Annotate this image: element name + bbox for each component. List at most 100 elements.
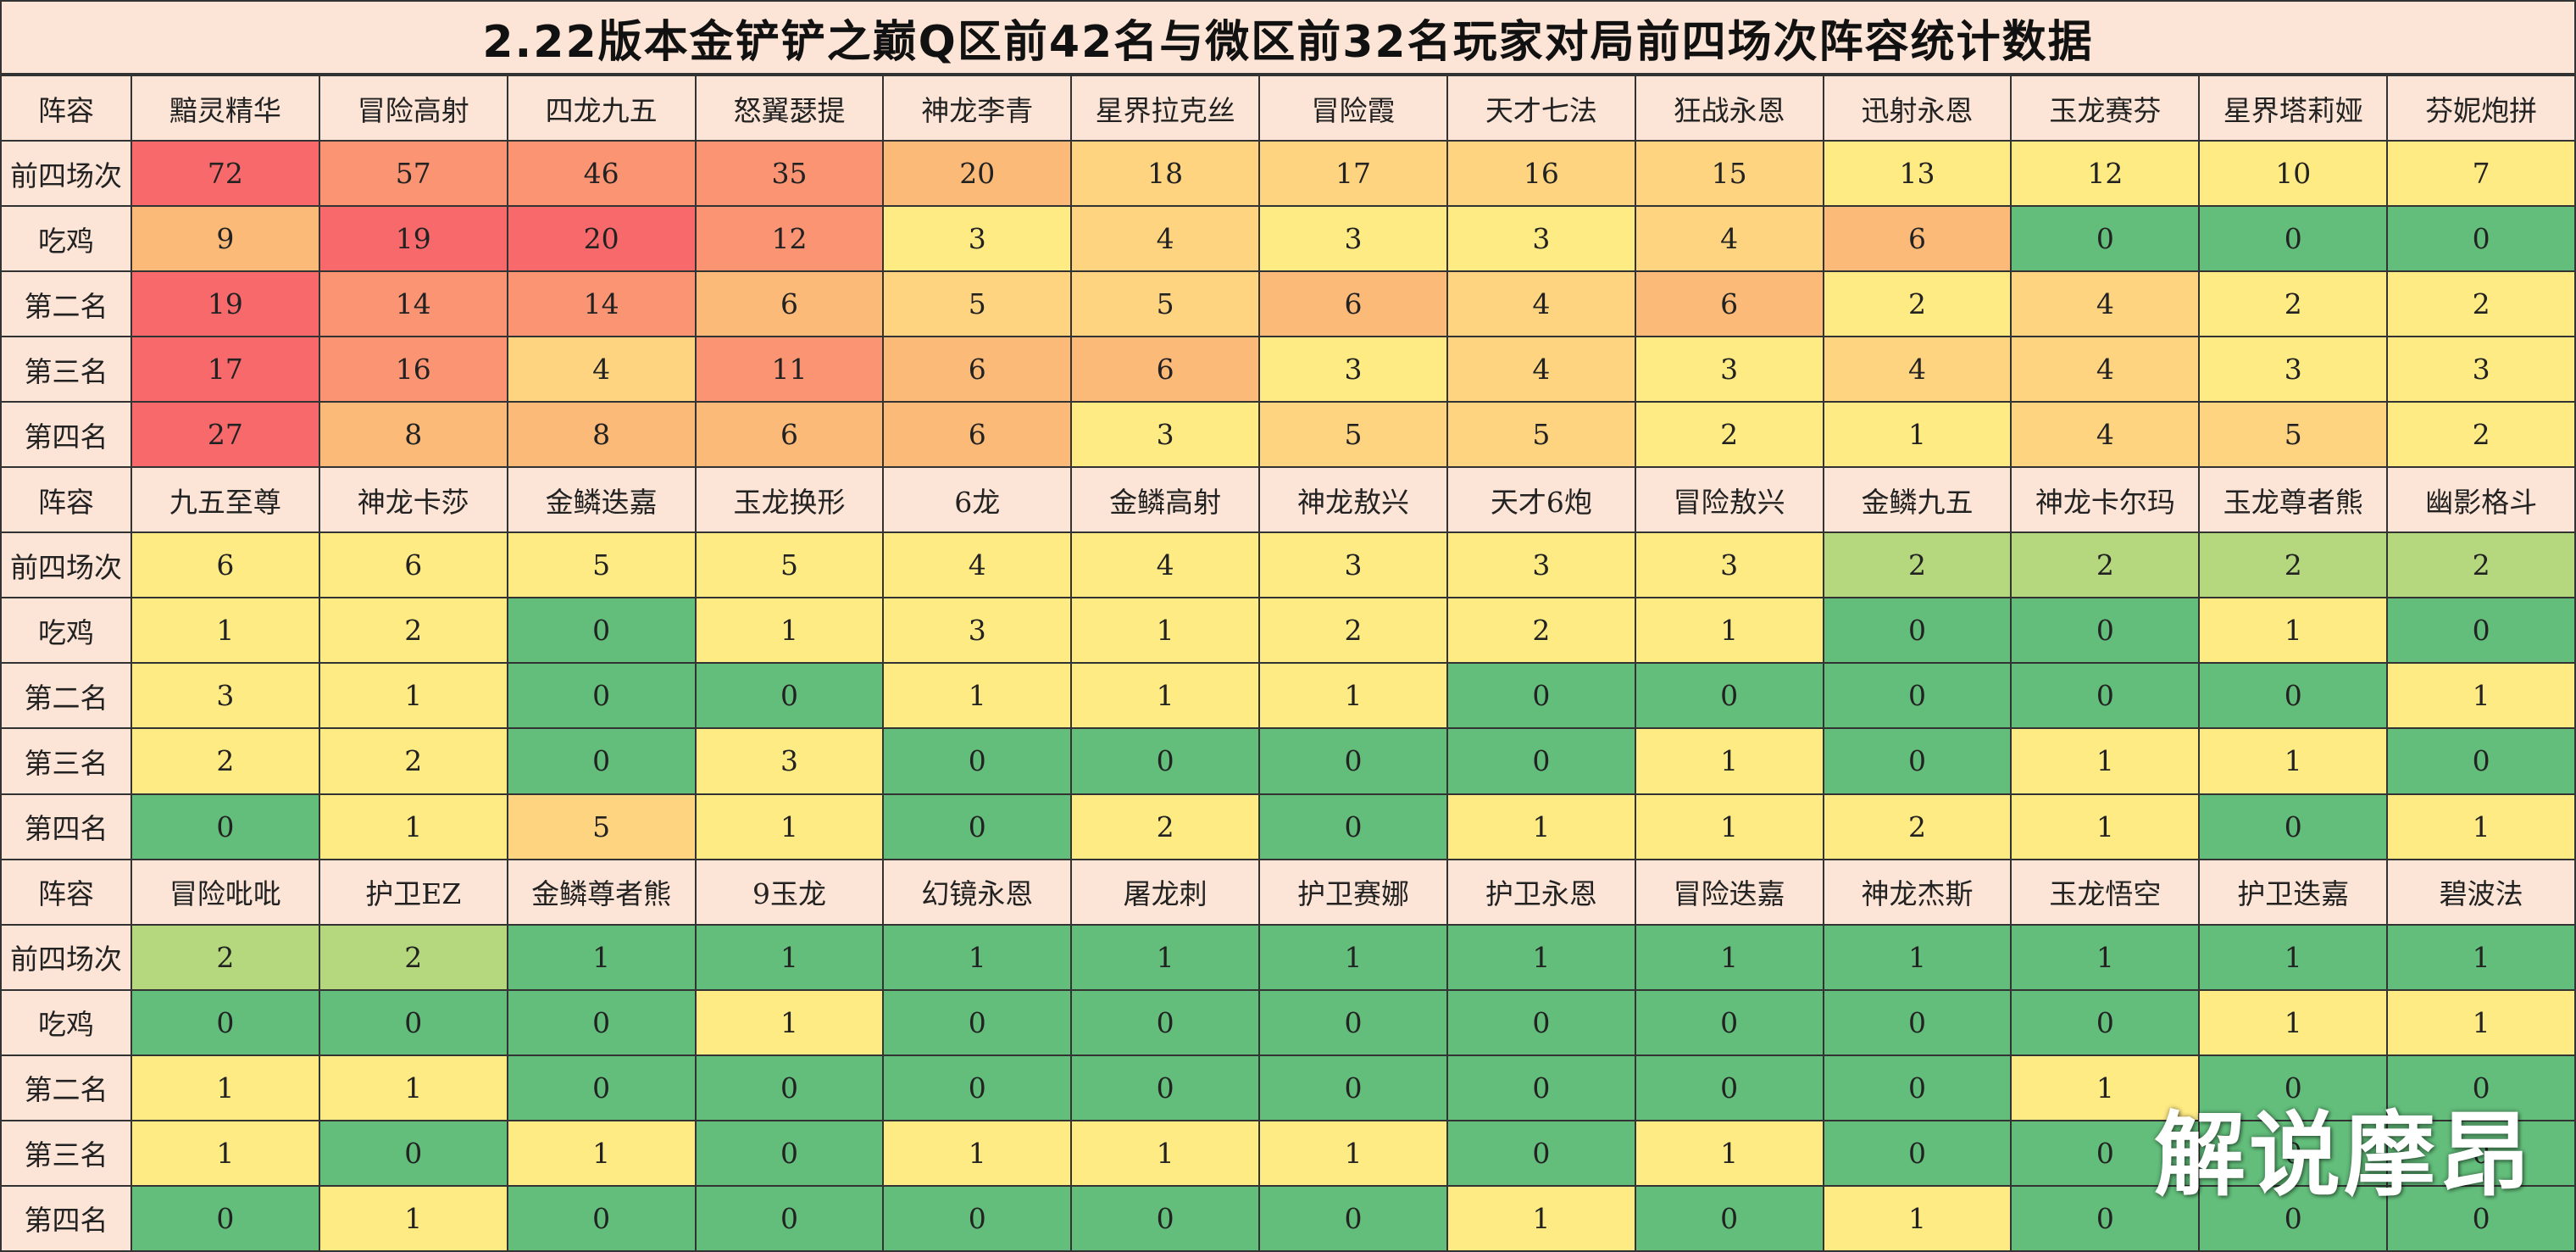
stat-cell: 20 [882,140,1073,208]
stat-cell: 0 [1070,1184,1261,1252]
stat-cell: 1 [2198,597,2389,665]
stat-cell: 3 [694,727,885,795]
stat-cell: 1 [694,923,885,991]
stat-cell: 6 [882,401,1073,469]
stat-cell: 1 [882,662,1073,730]
stat-cell: 0 [694,1119,885,1187]
stat-cell: 7 [2386,140,2576,208]
stat-cell: 0 [506,662,697,730]
row-label: 前四场次 [0,531,132,599]
stat-cell: 1 [2010,1054,2201,1121]
stat-cell: 0 [318,988,508,1056]
stat-row: 前四场次 72 57 46 35 20 18 17 16 15 13 12 10 7 [0,140,2576,208]
stat-cell: 2 [318,597,508,665]
stat-cell: 6 [1822,205,2012,273]
lineup-name-cell: 屠龙刺 [1070,858,1261,926]
lineup-name-cell: 四龙九五 [506,74,697,142]
stat-cell: 0 [694,662,885,730]
stat-cell: 2 [130,727,320,795]
lineup-name-row: 阵容 黯灵精华 冒险高射 四龙九五 怒翼瑟提 神龙李青 星界拉克丝 冒险霞 天才七法 狂战永恩 迅射… [0,74,2576,142]
lineup-name-cell: 金鳞高射 [1070,466,1261,534]
stat-cell: 17 [130,336,320,403]
row-label: 第三名 [0,1119,132,1187]
lineup-name-cell: 狂战永恩 [1634,74,1824,142]
stat-cell: 2 [1258,597,1448,665]
stat-cell: 0 [2198,662,2389,730]
stat-cell: 2 [2386,270,2576,338]
stat-cell: 1 [1258,923,1448,991]
stat-cell: 3 [1070,401,1261,469]
lineup-name-row: 阵容 九五至尊 神龙卡莎 金鳞迭嘉 玉龙换形 6龙 金鳞高射 神龙敖兴 天才6炮 冒险敖兴 金鳞九五… [0,466,2576,534]
stat-cell: 2 [2386,401,2576,469]
stat-cell: 0 [2010,597,2201,665]
stat-cell: 12 [694,205,885,273]
stat-cell: 5 [1446,401,1636,469]
lineup-name-cell: 天才七法 [1446,74,1636,142]
stat-cell: 8 [318,401,508,469]
stat-cell: 6 [694,401,885,469]
lineup-name-cell: 天才6炮 [1446,466,1636,534]
stat-cell: 1 [882,923,1073,991]
lineup-name-cell: 冒险霞 [1258,74,1448,142]
lineup-name-cell: 冒险敖兴 [1634,466,1824,534]
stat-cell: 0 [1070,988,1261,1056]
stat-cell: 4 [1634,205,1824,273]
row-label: 吃鸡 [0,205,132,273]
lineup-name-cell: 护卫EZ [318,858,508,926]
stat-row: 第三名 17 16 4 11 6 6 3 4 3 4 4 3 3 [0,336,2576,403]
stat-cell: 2 [1822,531,2012,599]
stat-cell: 6 [130,531,320,599]
stat-cell: 0 [882,1184,1073,1252]
stat-cell: 3 [1258,205,1448,273]
stat-row: 吃鸡 9 19 20 12 3 4 3 3 4 6 0 0 0 [0,205,2576,273]
stat-cell: 0 [2198,1054,2389,1121]
stat-cell: 3 [2198,336,2389,403]
stat-cell: 0 [1446,662,1636,730]
stat-row: 第二名 19 14 14 6 5 5 6 4 6 2 4 2 2 [0,270,2576,338]
stat-cell: 2 [2198,531,2389,599]
stat-row: 第四名 0 1 5 1 0 2 0 1 1 2 1 0 1 [0,793,2576,860]
stat-cell: 1 [1822,923,2012,991]
lineup-stats-table: 阵容 黯灵精华 冒险高射 四龙九五 怒翼瑟提 神龙李青 星界拉克丝 冒险霞 天才七法 狂战永恩 迅射… [0,74,2576,1252]
stat-row: 第二名 1 1 0 0 0 0 0 0 0 0 1 0 0 [0,1054,2576,1121]
stat-cell: 3 [1446,205,1636,273]
row-label: 阵容 [0,466,132,534]
stat-cell: 1 [318,793,508,860]
stat-cell: 1 [694,597,885,665]
page-title: 2.22版本金铲铲之巅Q区前42名与微区前32名玩家对局前四场次阵容统计数据 [0,0,2576,75]
stat-cell: 5 [2198,401,2389,469]
stat-cell: 2 [318,727,508,795]
row-label: 第二名 [0,1054,132,1121]
stat-cell: 5 [506,531,697,599]
stat-cell: 3 [1258,336,1448,403]
stat-cell: 14 [318,270,508,338]
stat-cell: 14 [506,270,697,338]
stat-cell: 0 [2198,793,2389,860]
row-label: 第二名 [0,270,132,338]
stat-cell: 0 [2198,1119,2389,1187]
stat-cell: 0 [2386,1054,2576,1121]
stat-cell: 0 [318,1119,508,1187]
stat-cell: 72 [130,140,320,208]
stat-cell: 0 [1258,1054,1448,1121]
stat-cell: 1 [2386,988,2576,1056]
stat-cell: 1 [2198,988,2389,1056]
stat-cell: 2 [2010,531,2201,599]
stat-cell: 1 [318,1184,508,1252]
stat-cell: 2 [1634,401,1824,469]
row-label: 第三名 [0,336,132,403]
stat-cell: 0 [506,727,697,795]
stat-cell: 1 [1634,597,1824,665]
stat-cell: 0 [1634,662,1824,730]
stat-row: 第四名 27 8 8 6 6 3 5 5 2 1 4 5 2 [0,401,2576,469]
lineup-name-cell: 怒翼瑟提 [694,74,885,142]
lineup-name-cell: 护卫永恩 [1446,858,1636,926]
lineup-name-cell: 金鳞尊者熊 [506,858,697,926]
stat-cell: 1 [506,1119,697,1187]
stat-cell: 0 [2010,1184,2201,1252]
stat-cell: 0 [1822,727,2012,795]
stat-cell: 1 [1070,662,1261,730]
stat-cell: 6 [1258,270,1448,338]
stat-cell: 2 [130,923,320,991]
stat-cell: 19 [318,205,508,273]
